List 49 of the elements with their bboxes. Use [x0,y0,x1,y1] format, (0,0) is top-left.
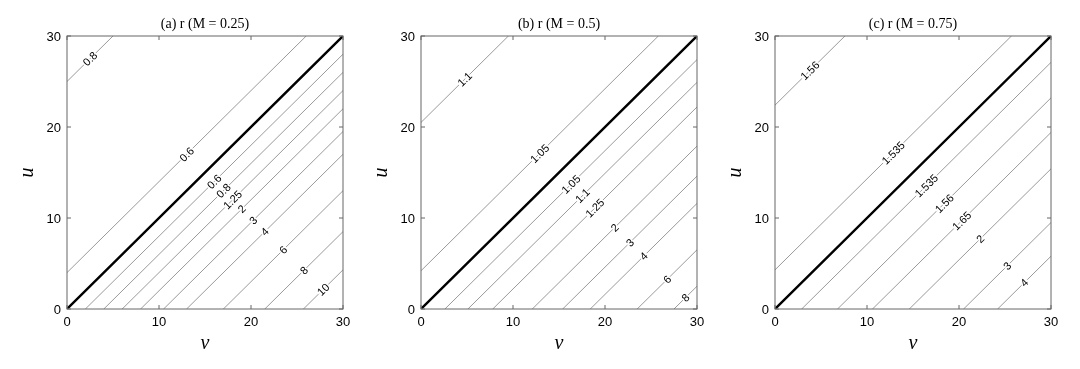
y-axis-title: u [369,167,391,178]
y-axis-title: u [15,167,37,178]
x-axis-title: v [908,331,918,353]
y-tick-label: 10 [400,210,415,226]
y-tick-label: 0 [53,301,61,317]
y-tick-label: 20 [46,119,61,135]
x-tick-label: 20 [243,314,259,329]
y-tick-label: 10 [46,210,61,226]
chart-title: (c) r (M = 0.75) [868,16,958,32]
text: 2 [608,221,621,234]
text: 6 [276,243,290,257]
x-tick-label: 20 [951,314,967,329]
text: 3 [246,213,260,227]
x-tick-label: 10 [859,314,875,329]
x-tick-label: 30 [1043,314,1059,329]
text: 3 [1000,259,1014,273]
text: 4 [1017,276,1031,289]
text: 1.1 [454,69,475,89]
text: 4 [637,249,650,263]
x-tick-label: 20 [597,314,613,329]
text: 3 [623,236,637,249]
text: 8 [679,291,692,304]
x-tick-label: 0 [771,314,779,329]
y-tick-label: 20 [754,119,769,135]
text: 0.8 [80,49,100,69]
x-tick-label: 0 [63,314,71,329]
x-tick-label: 30 [689,314,705,329]
chart-title: (a) r (M = 0.25) [160,16,250,32]
text: 0.6 [176,144,197,164]
chart-title: (b) r (M = 0.5) [517,16,601,32]
y-tick-label: 0 [761,301,769,317]
text: 2 [973,232,987,246]
y-tick-label: 0 [407,301,415,317]
y-axis-title: u [723,167,745,178]
x-axis-title: v [554,331,564,353]
text: 10 [314,280,332,298]
text: 8 [297,263,311,277]
x-axis-title: v [200,331,210,353]
x-tick-label: 30 [335,314,351,329]
y-tick-label: 20 [400,119,415,135]
x-tick-label: 10 [505,314,521,329]
y-tick-label: 10 [754,210,769,226]
text: 6 [660,272,674,286]
x-tick-label: 0 [417,314,425,329]
y-tick-label: 30 [400,28,415,44]
y-tick-label: 30 [754,28,769,44]
x-tick-label: 10 [151,314,167,329]
text: 4 [258,225,272,238]
y-tick-label: 30 [46,28,61,44]
